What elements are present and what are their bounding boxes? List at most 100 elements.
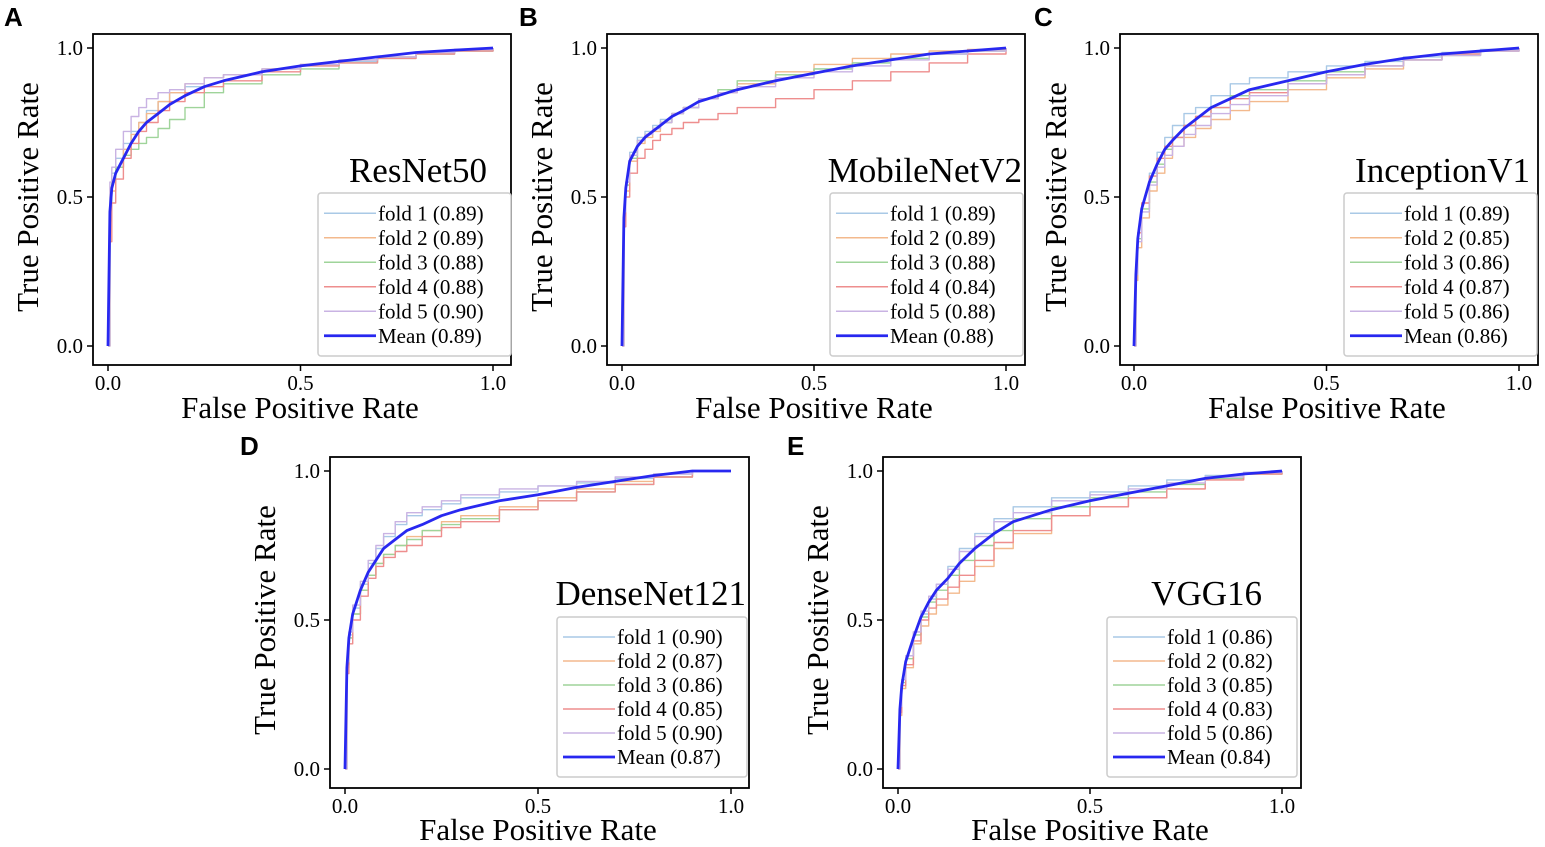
- y-axis-label: True Positive Rate: [10, 82, 45, 312]
- legend-label: Mean (0.84): [1167, 745, 1271, 769]
- legend-label: fold 5 (0.86): [1404, 299, 1510, 323]
- series-line-fold-4: [345, 470, 731, 770]
- y-tick-label: 1.0: [294, 459, 320, 483]
- legend-label: fold 4 (0.85): [617, 697, 723, 721]
- series-line-fold-4: [898, 471, 1283, 770]
- axes-frame: [606, 33, 1026, 366]
- legend-label: fold 2 (0.89): [378, 226, 484, 250]
- legend-label: fold 5 (0.90): [378, 299, 484, 323]
- series-line-mean: [896, 469, 1283, 770]
- model-title: DenseNet121: [555, 574, 746, 613]
- panel-e: E 0.0 0.5 1.0 0.0 0.5 1.0 False Positive Rate Tr…: [787, 431, 1302, 847]
- legend-box: [556, 616, 748, 778]
- x-tick-label: 0.0: [885, 794, 911, 818]
- axes-frame: [882, 456, 1302, 789]
- axes-frame: [329, 456, 750, 789]
- legend-label: Mean (0.88): [890, 324, 994, 348]
- x-tick-label: 0.0: [95, 371, 121, 395]
- y-tick-label: 1.0: [57, 36, 83, 60]
- y-tick-label: 0.0: [57, 334, 83, 358]
- model-title: InceptionV1: [1355, 151, 1530, 190]
- model-title: ResNet50: [349, 151, 487, 190]
- x-axis-label: False Positive Rate: [181, 390, 419, 425]
- y-axis-label: True Positive Rate: [1038, 82, 1073, 312]
- y-tick-label: 0.0: [1084, 334, 1110, 358]
- x-tick-label: 1.0: [718, 794, 744, 818]
- x-tick-label: 1.0: [1506, 371, 1532, 395]
- x-axis-label: False Positive Rate: [1208, 390, 1446, 425]
- y-tick-label: 0.5: [571, 185, 597, 209]
- panel-letter: B: [519, 2, 538, 32]
- x-tick-label: 0.0: [609, 371, 635, 395]
- x-axis-label: False Positive Rate: [971, 812, 1209, 847]
- series-line-fold-4: [622, 48, 1007, 347]
- y-axis-label: True Positive Rate: [800, 505, 835, 735]
- legend-label: fold 5 (0.90): [617, 721, 723, 745]
- legend-label: fold 4 (0.87): [1404, 275, 1510, 299]
- legend-box: [829, 192, 1024, 357]
- legend-label: fold 1 (0.89): [890, 201, 996, 225]
- legend-label: fold 5 (0.88): [890, 299, 996, 323]
- legend-label: fold 1 (0.89): [378, 201, 484, 225]
- x-axis-label: False Positive Rate: [419, 812, 657, 847]
- model-title: VGG16: [1151, 574, 1262, 613]
- y-tick-label: 0.5: [57, 185, 83, 209]
- x-tick-label: 0.5: [1077, 794, 1103, 818]
- legend-label: Mean (0.86): [1404, 324, 1508, 348]
- y-tick-label: 0.0: [847, 757, 873, 781]
- series-line-mean: [1132, 46, 1520, 347]
- x-tick-label: 0.0: [332, 794, 358, 818]
- y-tick-label: 0.5: [294, 608, 320, 632]
- x-tick-label: 0.5: [1313, 371, 1339, 395]
- panel-b: B 0.0 0.5 1.0 0.0 0.5 1.0 False Positive Rate Tr…: [519, 2, 1026, 425]
- panel-a: A 0.0 0.5 1.0 0.0 0.5 1.0 False Positive Rate Tr…: [4, 2, 512, 425]
- model-title: MobileNetV2: [828, 151, 1022, 190]
- legend-label: fold 3 (0.88): [890, 250, 996, 274]
- x-tick-label: 1.0: [1269, 794, 1295, 818]
- x-tick-label: 1.0: [993, 371, 1019, 395]
- x-tick-label: 1.0: [480, 371, 506, 395]
- panel-letter: C: [1034, 2, 1053, 32]
- axes-frame: [1119, 33, 1539, 366]
- y-tick-label: 1.0: [571, 36, 597, 60]
- legend-label: fold 3 (0.86): [617, 673, 723, 697]
- legend-label: fold 4 (0.88): [378, 275, 484, 299]
- y-axis-label: True Positive Rate: [247, 505, 282, 735]
- y-tick-label: 0.5: [1084, 185, 1110, 209]
- legend-label: fold 2 (0.87): [617, 649, 723, 673]
- legend-label: Mean (0.87): [617, 745, 721, 769]
- y-axis-label: True Positive Rate: [524, 82, 559, 312]
- legend-label: fold 1 (0.90): [617, 625, 723, 649]
- legend-label: fold 3 (0.86): [1404, 250, 1510, 274]
- panel-c: C 0.0 0.5 1.0 0.0 0.5 1.0 False Positive Rate Tr…: [1034, 2, 1539, 425]
- y-tick-label: 1.0: [847, 459, 873, 483]
- legend-box: [1343, 192, 1538, 357]
- legend-label: fold 2 (0.82): [1167, 649, 1273, 673]
- legend-box: [1106, 616, 1298, 778]
- y-tick-label: 0.5: [847, 608, 873, 632]
- x-axis-label: False Positive Rate: [695, 390, 933, 425]
- legend-label: fold 3 (0.88): [378, 250, 484, 274]
- series-line-fold-5: [1134, 48, 1520, 347]
- legend-label: fold 2 (0.89): [890, 226, 996, 250]
- legend-box: [317, 192, 512, 357]
- panel-letter: E: [787, 431, 804, 461]
- x-tick-label: 0.5: [801, 371, 827, 395]
- legend-label: fold 1 (0.86): [1167, 625, 1273, 649]
- panel-d: D 0.0 0.5 1.0 0.0 0.5 1.0 False Positive Rate Tr…: [240, 431, 750, 847]
- legend-label: fold 3 (0.85): [1167, 673, 1273, 697]
- x-tick-label: 0.5: [287, 371, 313, 395]
- series-line-mean: [620, 46, 1007, 347]
- panel-letter: A: [4, 2, 23, 32]
- series-line-mean: [106, 46, 494, 347]
- legend-label: fold 4 (0.83): [1167, 697, 1273, 721]
- series-line-mean: [343, 469, 731, 770]
- y-tick-label: 0.0: [571, 334, 597, 358]
- legend-label: Mean (0.89): [378, 324, 482, 348]
- y-tick-label: 1.0: [1084, 36, 1110, 60]
- legend-label: fold 1 (0.89): [1404, 201, 1510, 225]
- y-tick-label: 0.0: [294, 757, 320, 781]
- legend-label: fold 4 (0.84): [890, 275, 996, 299]
- panel-letter: D: [240, 431, 259, 461]
